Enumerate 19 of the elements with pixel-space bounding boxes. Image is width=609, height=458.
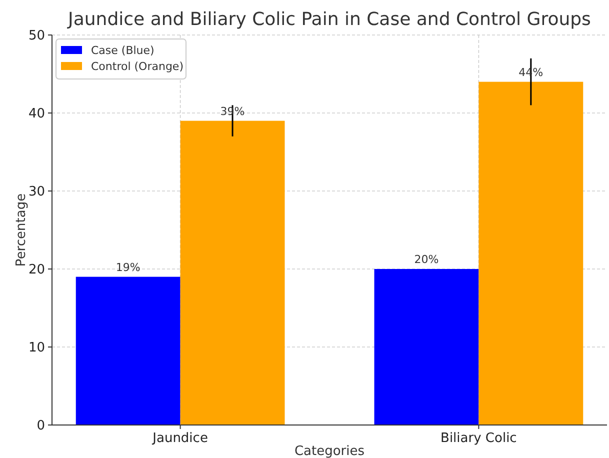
- legend-label: Control (Orange): [91, 60, 184, 73]
- x-tick-label: Biliary Colic: [440, 431, 517, 446]
- y-tick-label: 20: [28, 262, 45, 278]
- y-tick-label: 50: [28, 28, 45, 44]
- data-label: 20%: [414, 253, 439, 266]
- bar: [76, 276, 180, 425]
- y-tick-label: 0: [36, 418, 45, 434]
- data-label: 19%: [116, 260, 140, 274]
- y-tick-label: 30: [28, 184, 45, 200]
- chart-title: Jaundice and Biliary Colic Pain in Case and Control Groups: [67, 9, 591, 30]
- legend-label: Case (Blue): [91, 44, 154, 57]
- x-tick-label: Jaundice: [152, 431, 208, 446]
- bar: [478, 82, 584, 425]
- y-tick-label: 40: [28, 106, 45, 122]
- y-tick-label: 10: [28, 340, 45, 356]
- y-axis-title: Percentage: [14, 193, 29, 267]
- x-axis-title: Categories: [294, 444, 365, 458]
- bar: [374, 269, 479, 425]
- bar: [180, 120, 285, 425]
